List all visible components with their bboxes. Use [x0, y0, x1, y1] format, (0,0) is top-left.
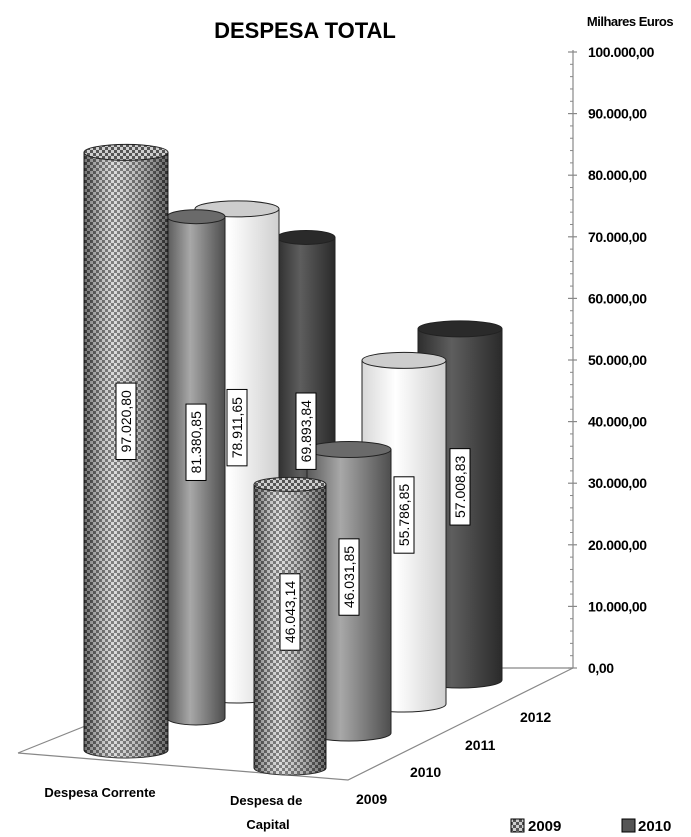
data-label-2012-cat2: 57.008,83 — [449, 448, 471, 526]
data-label-text: 81.380,85 — [188, 411, 204, 473]
data-label-box — [338, 538, 360, 616]
category-label-capital: Despesa de Capital — [230, 793, 306, 832]
data-label-box — [279, 573, 301, 651]
y-tick-label: 20.000,00 — [588, 537, 647, 553]
depth-label-2011: 2011 — [465, 737, 496, 753]
data-label-2009-cat1: 97.020,80 — [115, 382, 137, 460]
data-label-2012-cat1: 69.893,84 — [295, 392, 317, 470]
chart-title: DESPESA TOTAL — [214, 18, 396, 43]
bar-top — [306, 440, 392, 458]
y-tick-label: 100.000,00 — [588, 44, 655, 60]
data-label-text: 57.008,83 — [452, 456, 468, 518]
data-label-box — [115, 382, 137, 460]
data-labels: 69.893,84 57.008,83 78.911,65 55.786,85 81.3… — [115, 382, 471, 651]
legend-label-2010: 2010 — [638, 818, 671, 835]
bar-top — [83, 143, 169, 161]
y-tick-label: 90.000,00 — [588, 106, 647, 122]
data-label-box — [295, 392, 317, 470]
data-label-box — [393, 476, 415, 554]
legend: 2009 2010 — [510, 818, 671, 835]
data-label-box — [185, 403, 207, 481]
y-tick-label: 10.000,00 — [588, 598, 647, 614]
y-tick-label: 60.000,00 — [588, 290, 647, 306]
data-label-box — [226, 388, 248, 467]
depth-label-2012: 2012 — [520, 709, 551, 725]
data-label-2011-cat1: 78.911,65 — [226, 388, 248, 467]
data-label-text: 78.911,65 — [229, 397, 245, 458]
data-label-2010-cat1: 81.380,85 — [185, 403, 207, 481]
y-tick-label: 50.000,00 — [588, 352, 647, 368]
data-label-text: 46.031,85 — [341, 546, 357, 608]
y-axis: 0,00 10.000,00 20.000,00 30.000,00 40.000,00… — [568, 44, 655, 676]
y-tick-label: 40.000,00 — [588, 414, 647, 430]
depth-label-2009: 2009 — [356, 791, 387, 807]
legend-swatch-2010 — [621, 818, 636, 833]
y-tick-label: 70.000,00 — [588, 229, 647, 245]
legend-swatch-2009 — [510, 818, 525, 833]
data-label-text: 55.786,85 — [396, 484, 412, 546]
category-label-current: Despesa Corrente — [44, 785, 155, 800]
unit-label: Milhares Euros — [587, 14, 673, 29]
data-label-text: 97.020,80 — [118, 390, 134, 452]
data-label-2010-cat2: 46.031,85 — [338, 538, 360, 616]
data-label-text: 46.043,14 — [282, 581, 298, 643]
data-label-text: 69.893,84 — [298, 400, 314, 462]
bars — [83, 143, 503, 776]
bar-top — [166, 209, 226, 225]
data-label-2009-cat2: 46.043,14 — [279, 573, 301, 651]
bar-top — [276, 229, 336, 245]
y-tick-label: 80.000,00 — [588, 167, 647, 183]
bar-top — [361, 351, 447, 369]
y-tick-label: 0,00 — [588, 660, 614, 676]
bar-top — [253, 476, 327, 492]
data-label-2011-cat2: 55.786,85 — [393, 476, 415, 554]
depth-label-2010: 2010 — [410, 764, 441, 780]
data-label-box — [449, 448, 471, 526]
y-tick-label: 30.000,00 — [588, 475, 647, 491]
legend-label-2009: 2009 — [528, 818, 561, 835]
bar-top — [417, 320, 503, 338]
